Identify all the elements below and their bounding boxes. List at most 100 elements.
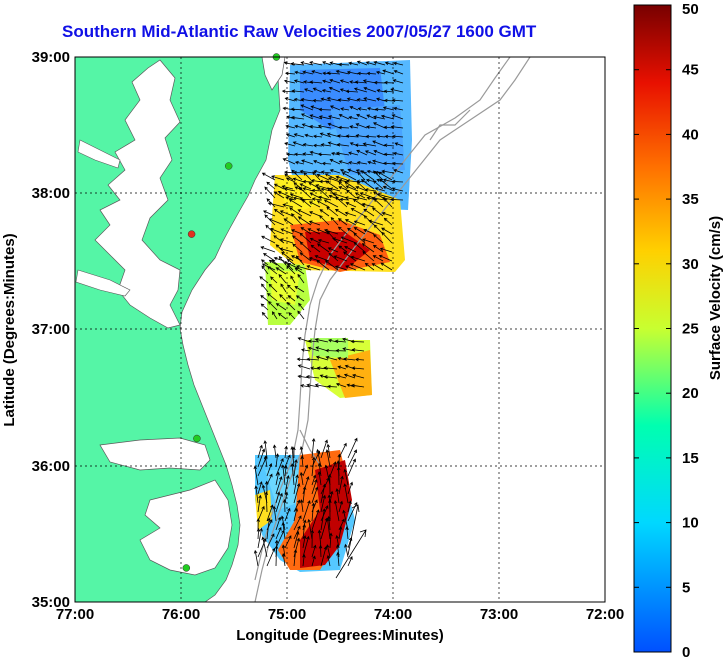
velocity-arrow [329,105,341,111]
velocity-arrow [326,230,339,244]
velocity-arrow [336,142,350,147]
velocity-arrow [264,491,269,513]
velocity-arrow [294,286,305,293]
velocity-arrow [310,244,321,253]
velocity-arrow [347,502,358,522]
velocity-arrow [368,219,384,226]
velocity-arrow [376,178,386,183]
velocity-arrow [365,61,377,66]
velocity-arrow [280,283,287,293]
velocity-arrow [327,515,331,531]
velocity-arrow [320,483,327,504]
velocity-arrow [355,185,368,192]
velocity-arrow [275,491,281,504]
velocity-arrow [364,188,377,192]
velocity-arrow [334,208,348,217]
velocity-arrow [280,228,294,235]
colorbar-tick-label: 45 [682,62,699,79]
velocity-arrow [353,220,366,226]
velocity-arrow [261,172,276,181]
velocity-arrow [322,61,332,66]
velocity-arrow [260,259,269,266]
velocity-arrow [300,348,311,352]
velocity-arrow [307,518,313,540]
velocity-arrow [347,227,357,235]
velocity-arrow [325,355,338,361]
velocity-arrow [373,198,384,208]
velocity-arrow [257,494,262,513]
velocity-arrow [380,262,393,271]
velocity-arrow [266,517,271,540]
velocity-arrow [379,178,393,190]
colorbar-tick-label: 30 [682,256,699,273]
velocity-arrow [281,185,294,190]
velocity-arrow [316,448,322,468]
velocity-arrow [253,465,259,486]
velocity-arrow [320,187,332,192]
velocity-arrow [300,61,314,66]
velocity-arrow [317,243,330,253]
velocity-arrow [349,125,359,129]
velocity-arrow [292,243,303,253]
velocity-arrow [292,177,305,183]
velocity-arrow [306,265,321,271]
velocity-arrow [347,168,359,174]
velocity-arrow [332,237,348,244]
velocity-arrow [300,227,312,235]
velocity-arrow [311,478,318,495]
velocity-arrow [352,373,365,379]
velocity-arrow [393,106,404,111]
velocity-arrow [345,201,357,208]
velocity-arrow [308,220,321,226]
x-tick-label: 72:00 [586,606,624,623]
velocity-arrow [317,471,322,486]
velocity-arrow [345,526,349,540]
velocity-arrow [324,173,339,181]
velocity-arrow [318,544,323,558]
velocity-arrow [263,440,268,459]
velocity-arrow [310,529,315,549]
y-axis-label: Latitude (Degrees:Minutes) [1,233,18,426]
velocity-arrow [297,209,312,217]
velocity-arrow [254,485,259,504]
velocity-arrow [366,114,377,120]
velocity-arrow [376,193,393,199]
radar-station-marker [193,434,201,443]
velocity-arrow [327,177,341,183]
velocity-arrow [376,97,386,102]
colorbar-tick-label: 10 [682,515,699,532]
plot-frame [74,56,606,603]
velocity-arrow [290,213,303,226]
velocity-arrow [316,228,330,235]
velocity-arrow [311,197,323,201]
velocity-arrow [343,357,356,361]
velocity-arrow [311,544,317,558]
colorbar-tick-label: 25 [682,321,699,338]
velocity-arrow [381,227,393,235]
velocity-arrow [323,366,338,370]
velocity-arrow [320,143,332,147]
velocity-arrow [383,89,395,94]
velocity-arrow [325,348,338,353]
velocity-arrow [317,124,332,129]
velocity-arrow [311,474,317,486]
velocity-arrow [329,532,333,549]
velocity-arrow [348,161,359,165]
velocity-arrow [307,346,320,352]
velocity-arrow [275,526,282,540]
velocity-arrow [364,150,377,156]
velocity-arrow [284,454,291,468]
velocity-arrow [288,312,296,320]
velocity-arrow [373,60,386,66]
velocity-arrow [311,486,319,504]
velocity-arrow [327,247,339,253]
velocity-arrow [284,535,292,549]
velocity-arrow [341,172,357,181]
x-tick-label: 77:00 [56,606,94,623]
velocity-arrow [344,181,357,190]
velocity-arrow [383,125,395,130]
radar-station-marker [182,564,191,572]
velocity-arrow [363,208,375,217]
velocity-arrow [260,283,269,293]
velocity-arrow [347,556,353,567]
